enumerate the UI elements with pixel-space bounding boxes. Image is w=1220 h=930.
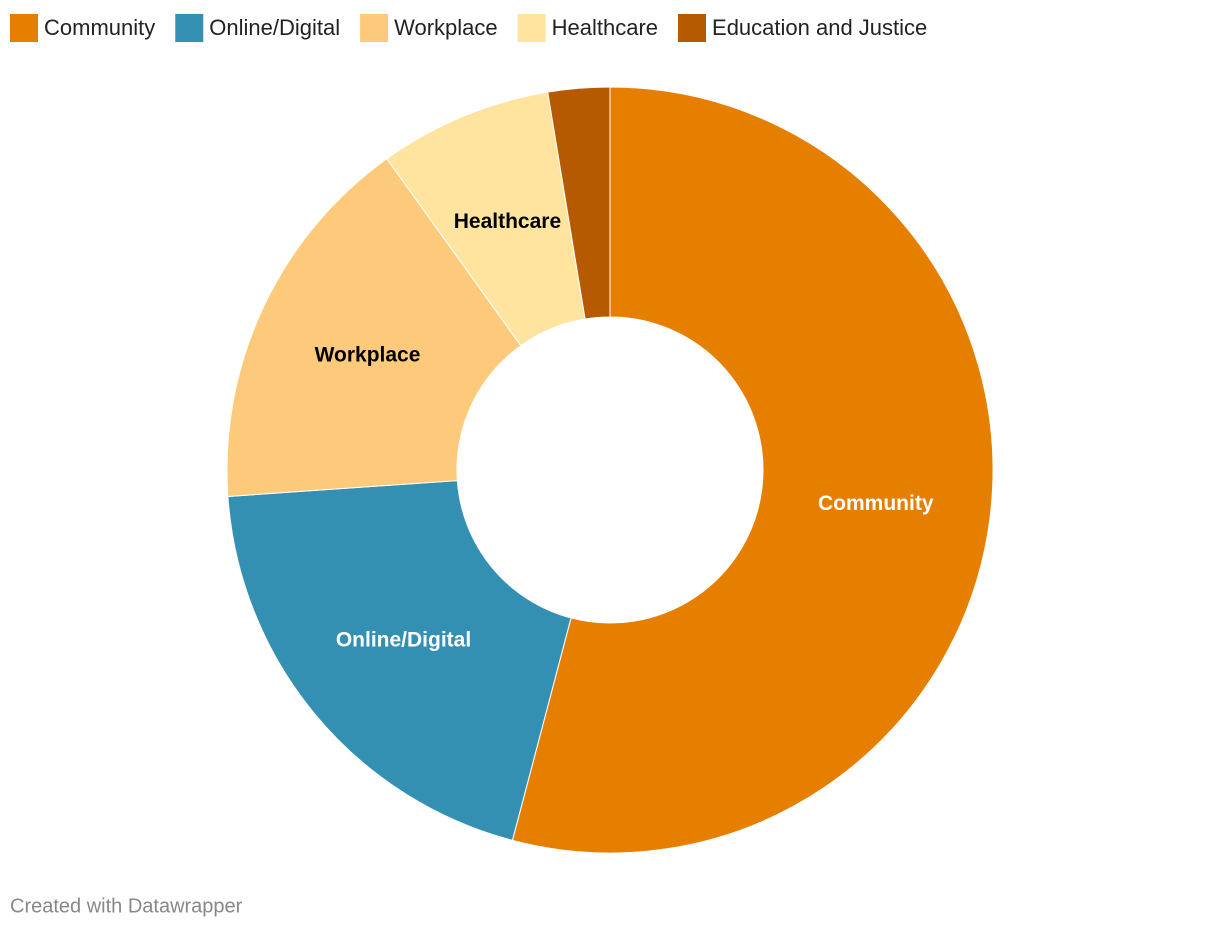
slice-label: Healthcare (454, 210, 561, 233)
legend-swatch (10, 14, 38, 42)
legend-label: Workplace (394, 15, 498, 40)
legend-label: Community (44, 15, 155, 40)
slice-label: Online/Digital (336, 628, 471, 651)
legend-swatch (175, 14, 204, 42)
legend-swatch (678, 14, 707, 42)
legend-label: Healthcare (552, 15, 658, 40)
legend-label: Education and Justice (712, 15, 927, 40)
slice-label: Workplace (315, 343, 421, 366)
legend-swatch (360, 14, 389, 42)
footer: Created with Datawrapper (10, 895, 243, 917)
donut-slice (511, 86, 994, 854)
donut-slice (227, 480, 572, 841)
donut-slice (226, 158, 522, 497)
legend: Community Online/Digital Workplace Healthca… (10, 14, 927, 42)
donut-slice (547, 86, 611, 320)
legend-swatch (517, 14, 546, 42)
slice-labels: Community Online/Digital Workplace Healthca… (315, 210, 934, 651)
slice-label: Community (818, 492, 934, 515)
legend-label: Online/Digital (209, 15, 340, 40)
donut (226, 86, 994, 854)
